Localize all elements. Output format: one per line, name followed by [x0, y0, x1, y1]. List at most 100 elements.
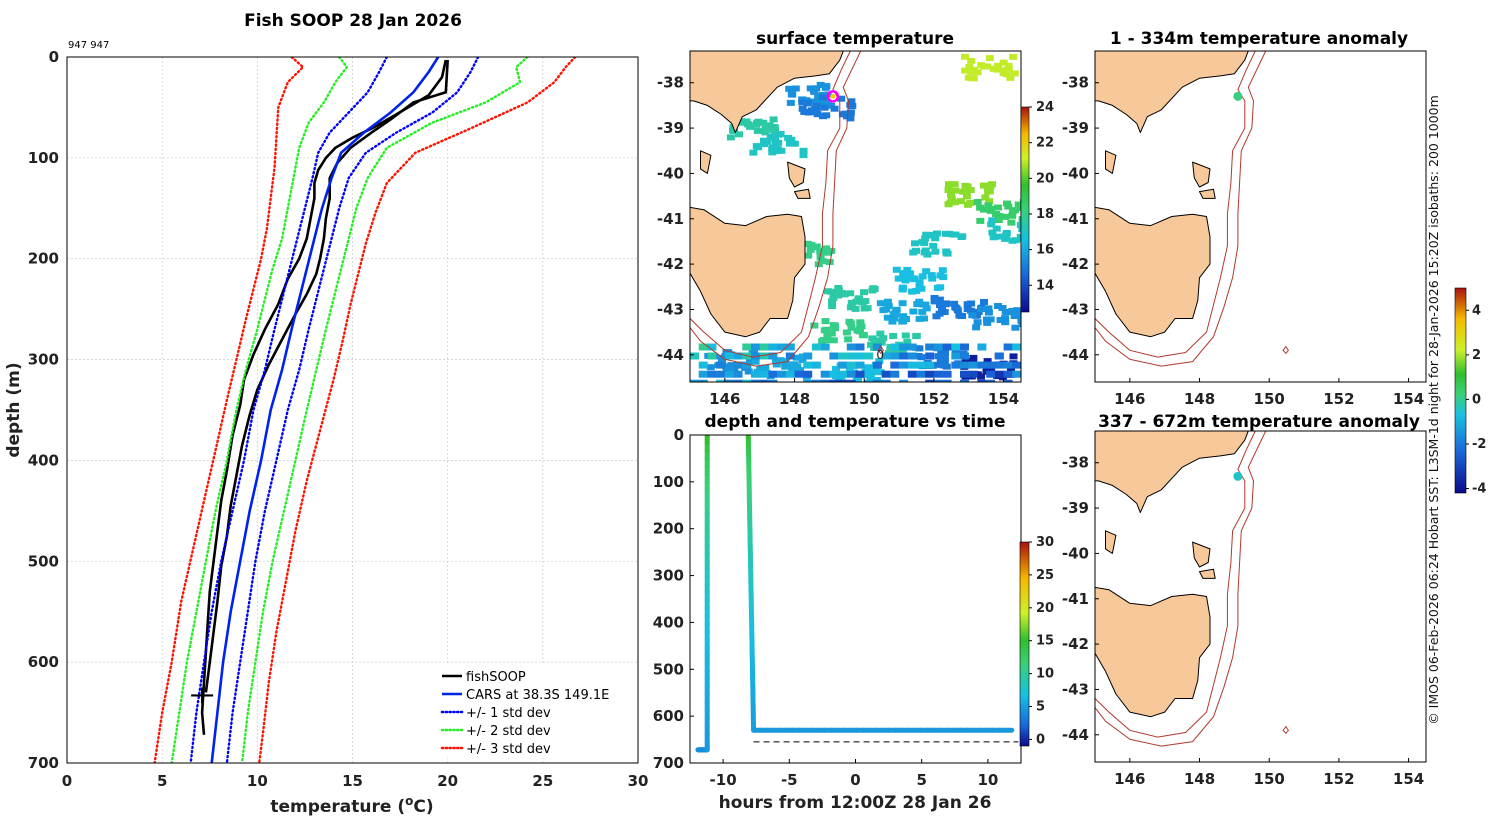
sst-pixel — [824, 250, 832, 256]
sst-pixel — [725, 380, 734, 387]
anomaly-deep-points — [1233, 472, 1242, 481]
sst-pixel — [923, 305, 931, 311]
sst-y-tick: -38 — [657, 74, 684, 92]
sst-pixel — [899, 380, 908, 387]
sst-pixel — [699, 344, 708, 351]
side-caption: © IMOS 06-Feb-2026 06:24 Hobart SST: L3S… — [1426, 95, 1441, 725]
profile-corner-label: 947 947 — [68, 40, 109, 51]
sst-pixel — [742, 380, 751, 387]
sst-pixel — [902, 333, 910, 339]
sst-pixel — [873, 380, 882, 387]
sst-pixel — [995, 353, 1004, 360]
depth-time-cb-tick: 20 — [1036, 601, 1054, 616]
sst-pixel — [909, 309, 917, 315]
sst-pixel — [951, 362, 960, 369]
sst-pixel — [1007, 220, 1015, 226]
depth-time-cb-tick: 25 — [1036, 568, 1054, 583]
anomaly-shallow-x-tick: 154 — [1393, 390, 1424, 408]
sst-marker-dot — [830, 94, 835, 99]
profile-x-tick: 20 — [437, 772, 458, 790]
depth-time-data — [698, 435, 1018, 750]
sst-pixel — [831, 289, 839, 295]
profile-y-tick: 200 — [28, 250, 59, 268]
sst-pixel — [899, 353, 908, 360]
sst-annotation: 0 — [876, 348, 884, 362]
sst-pixel — [960, 353, 969, 360]
sst-pixel — [760, 371, 769, 378]
profile-grid — [67, 57, 638, 763]
anomaly-deep-y-tick: -40 — [1062, 544, 1089, 562]
sst-pixel — [995, 371, 1004, 378]
sst-pixel — [821, 371, 830, 378]
sst-cb-tick: 24 — [1036, 100, 1054, 115]
depth-time-colorbar — [1020, 542, 1029, 746]
sst-pixel — [967, 187, 975, 193]
profile-x-tick: 10 — [247, 772, 268, 790]
sst-pixel — [967, 58, 975, 64]
sst-pixel — [838, 362, 847, 369]
sst-pixel — [795, 371, 804, 378]
sst-pixel — [960, 344, 969, 351]
sst-pixel — [968, 312, 976, 318]
sst-pixel — [925, 353, 934, 360]
sst-pixel — [941, 356, 949, 362]
sst-pixel — [1004, 380, 1013, 387]
sst-pixel — [986, 362, 995, 369]
sst-pixel — [913, 301, 921, 307]
sst-pixel — [822, 318, 830, 324]
sst-pixel — [1012, 362, 1021, 369]
sst-pixel — [830, 322, 838, 328]
depth-time-frame — [690, 435, 1021, 763]
sst-pixel — [856, 362, 865, 369]
sst-pixel — [760, 344, 769, 351]
sst-pixel — [707, 364, 715, 370]
sst-pixel — [734, 371, 743, 378]
sst-pixel — [923, 233, 931, 239]
sst-pixel — [912, 248, 920, 254]
sst-pixel — [951, 304, 959, 310]
sst-pixel — [925, 344, 934, 351]
sst-pixel — [847, 321, 855, 327]
depth-time-x-tick: 0 — [850, 771, 860, 789]
sst-pixel — [846, 290, 854, 296]
profile-x-tick: 5 — [157, 772, 167, 790]
sst-pixel — [877, 300, 885, 306]
sst-pixel — [804, 100, 812, 106]
sst-pixel — [768, 371, 777, 378]
sst-pixel — [1001, 315, 1009, 321]
sst-pixel — [822, 83, 830, 89]
profile-x-tick: 0 — [62, 772, 72, 790]
sst-pixel — [969, 355, 977, 361]
sst-pixel — [941, 309, 949, 315]
sst-pixel — [707, 371, 716, 378]
sst-pixel — [986, 371, 995, 378]
sst-pixel — [823, 337, 831, 343]
sst-pixel — [725, 371, 734, 378]
anomaly-shallow-y-tick: -41 — [1062, 210, 1089, 228]
sst-pixel — [777, 131, 785, 137]
sst-pixel — [752, 122, 760, 128]
sst-pixel — [920, 316, 928, 322]
profile-x-tick: 30 — [628, 772, 649, 790]
sst-pixel — [987, 221, 995, 227]
sst-pixel — [943, 380, 952, 387]
sst-pixel — [969, 362, 978, 369]
sst-pixel — [919, 273, 927, 279]
sst-pixel — [799, 106, 807, 112]
sst-pixel — [787, 100, 795, 106]
sst-pixel — [852, 306, 860, 312]
sst-pixel — [889, 333, 897, 339]
sst-pixel — [864, 305, 872, 311]
sst-cb-tick: 18 — [1036, 207, 1054, 222]
sst-pixel — [977, 306, 985, 312]
depth-time-y-tick: 500 — [653, 660, 684, 678]
sst-pixel — [838, 380, 847, 387]
profile-series-profile — [206, 60, 448, 692]
depth-time-y-tick: 600 — [653, 707, 684, 725]
profile-y-tick: 400 — [28, 451, 59, 469]
sst-pixel — [759, 120, 767, 126]
sst-pixel — [716, 371, 725, 378]
